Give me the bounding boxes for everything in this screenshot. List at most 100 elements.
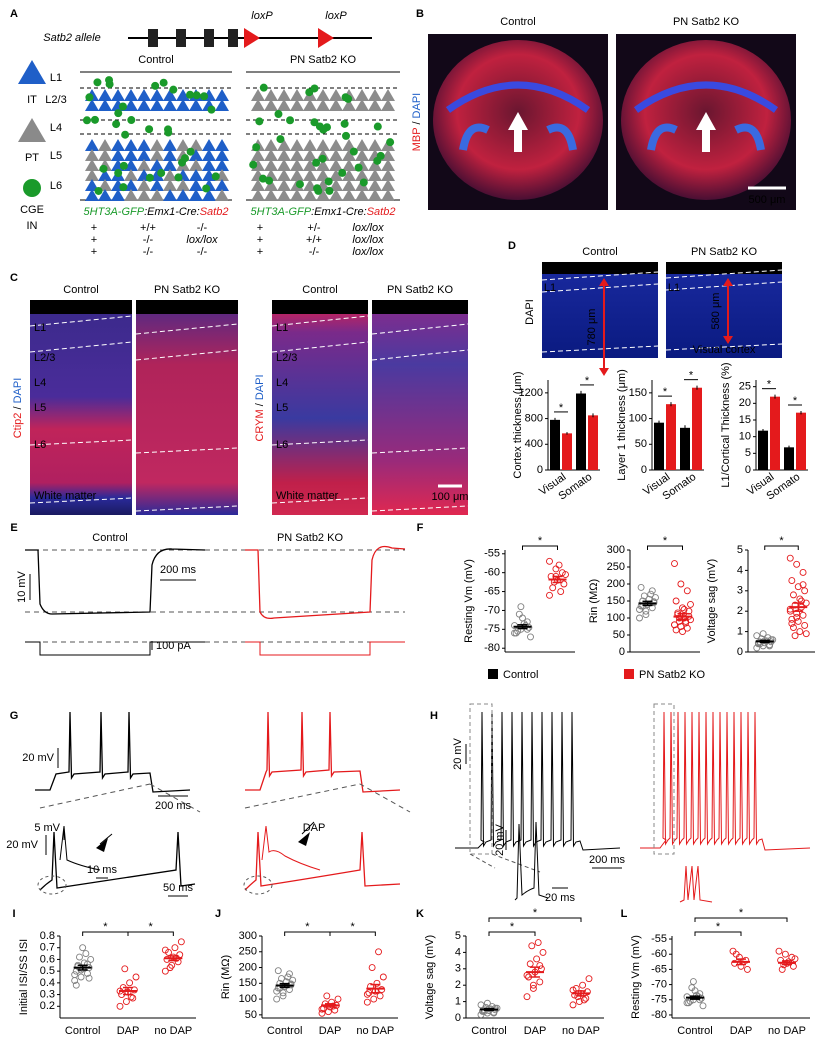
x-tick-label: Control [677,1025,712,1037]
y-tick-label: 250 [607,561,625,573]
interneuron-icon [145,173,154,182]
panel-letter: C [10,272,18,284]
interneuron-icon [324,177,333,186]
neuron-icon [251,189,265,201]
zoom-line [244,783,411,813]
y-tick-label: -65 [651,963,667,975]
panel-letter: G [10,710,19,722]
genotype-cell: +/+ [140,222,156,234]
neuron-icon [98,179,112,191]
label: loxP [251,10,273,22]
neuron-icon [264,179,278,191]
section-image [372,300,468,515]
data-point [122,998,130,1006]
genotype-cell: -/- [309,246,320,258]
y-tick-label: 5 [737,544,743,556]
neuron-icon [202,149,216,161]
data-point [685,607,693,615]
neuron-icon [202,159,216,171]
x-tick-label: DAP [524,1025,547,1037]
neuron-icon [189,179,203,191]
label: 20 ms [545,892,575,904]
neuron-icon [329,89,343,101]
data-point [289,976,297,984]
data-point [793,613,801,621]
stain-label: MBP / DAPI [411,93,423,152]
data-point [743,965,751,973]
significance-label: * [663,386,668,398]
neuron-icon [342,169,356,181]
y-tick-label: 0 [641,464,647,476]
neuron-icon [342,99,356,111]
genotype-header: 5HT3A-GFP:Emx1-Cre:Satb2 [84,206,229,218]
neuron-icon [303,99,317,111]
neuron-icon [329,159,343,171]
data-point [778,965,786,973]
panel-letter: I [12,908,15,920]
data-point [699,1002,707,1010]
brain-image [647,123,765,151]
x-tick-label: Control [471,1025,506,1037]
interneuron-icon [338,168,347,177]
data-point [562,571,569,579]
data-point [799,581,807,589]
data-point [334,995,342,1003]
y-tick-label: 400 [525,438,543,450]
interneuron-icon [159,78,168,87]
y-axis-label: Resting Vm (mV) [463,559,475,643]
neuron-icon [176,189,190,201]
interneuron-icon [354,163,363,172]
neuron-icon [163,139,177,151]
bar [654,422,664,470]
significance-label: * [559,402,564,414]
interneuron-icon [252,143,261,152]
data-point [477,1001,485,1009]
neuron-icon [111,89,125,101]
interneuron-icon [386,138,395,147]
data-point [742,956,750,964]
neuron-icon [137,179,151,191]
layer-label: L5 [34,402,46,414]
neuron-icon [215,139,229,151]
neuron-icon [277,159,291,171]
neuron-icon [290,139,304,151]
data-point [174,958,182,966]
layer-label: L2/3 [45,94,66,106]
neuron-icon [329,189,343,201]
neuron-icon [264,189,278,201]
data-point [286,970,293,978]
data-point [121,965,129,973]
trace [245,545,406,620]
panel-letter: D [508,240,516,252]
neuron-icon [137,189,151,201]
genotype-cell: -/- [197,222,208,234]
y-tick-label: 0.2 [40,1000,55,1012]
data-point [85,974,93,982]
y-tick-label: 0 [745,464,751,476]
significance-label: * [585,375,590,387]
data-point [523,993,531,1001]
x-tick-label: DAP [117,1025,140,1037]
interneuron-icon [314,186,323,195]
arrow [508,112,528,152]
section-image [30,300,132,515]
data-point [687,600,694,608]
neuron-icon [290,169,304,181]
y-tick-label: 0.6 [40,953,55,965]
data-point [163,955,171,963]
arrow [298,832,310,846]
significance-label: * [779,535,784,547]
data-point [671,621,678,629]
label: 100 μm [432,491,469,503]
neuron-icon [355,169,369,181]
neuron-icon [176,99,190,111]
neuron-icon [189,139,203,151]
legend-swatch [488,669,498,679]
label: IN [27,220,38,232]
data-point [560,580,568,588]
y-tick-label: 100 [607,612,625,624]
interneuron-icon [342,131,351,140]
section-image [666,262,782,274]
data-point [683,999,691,1007]
